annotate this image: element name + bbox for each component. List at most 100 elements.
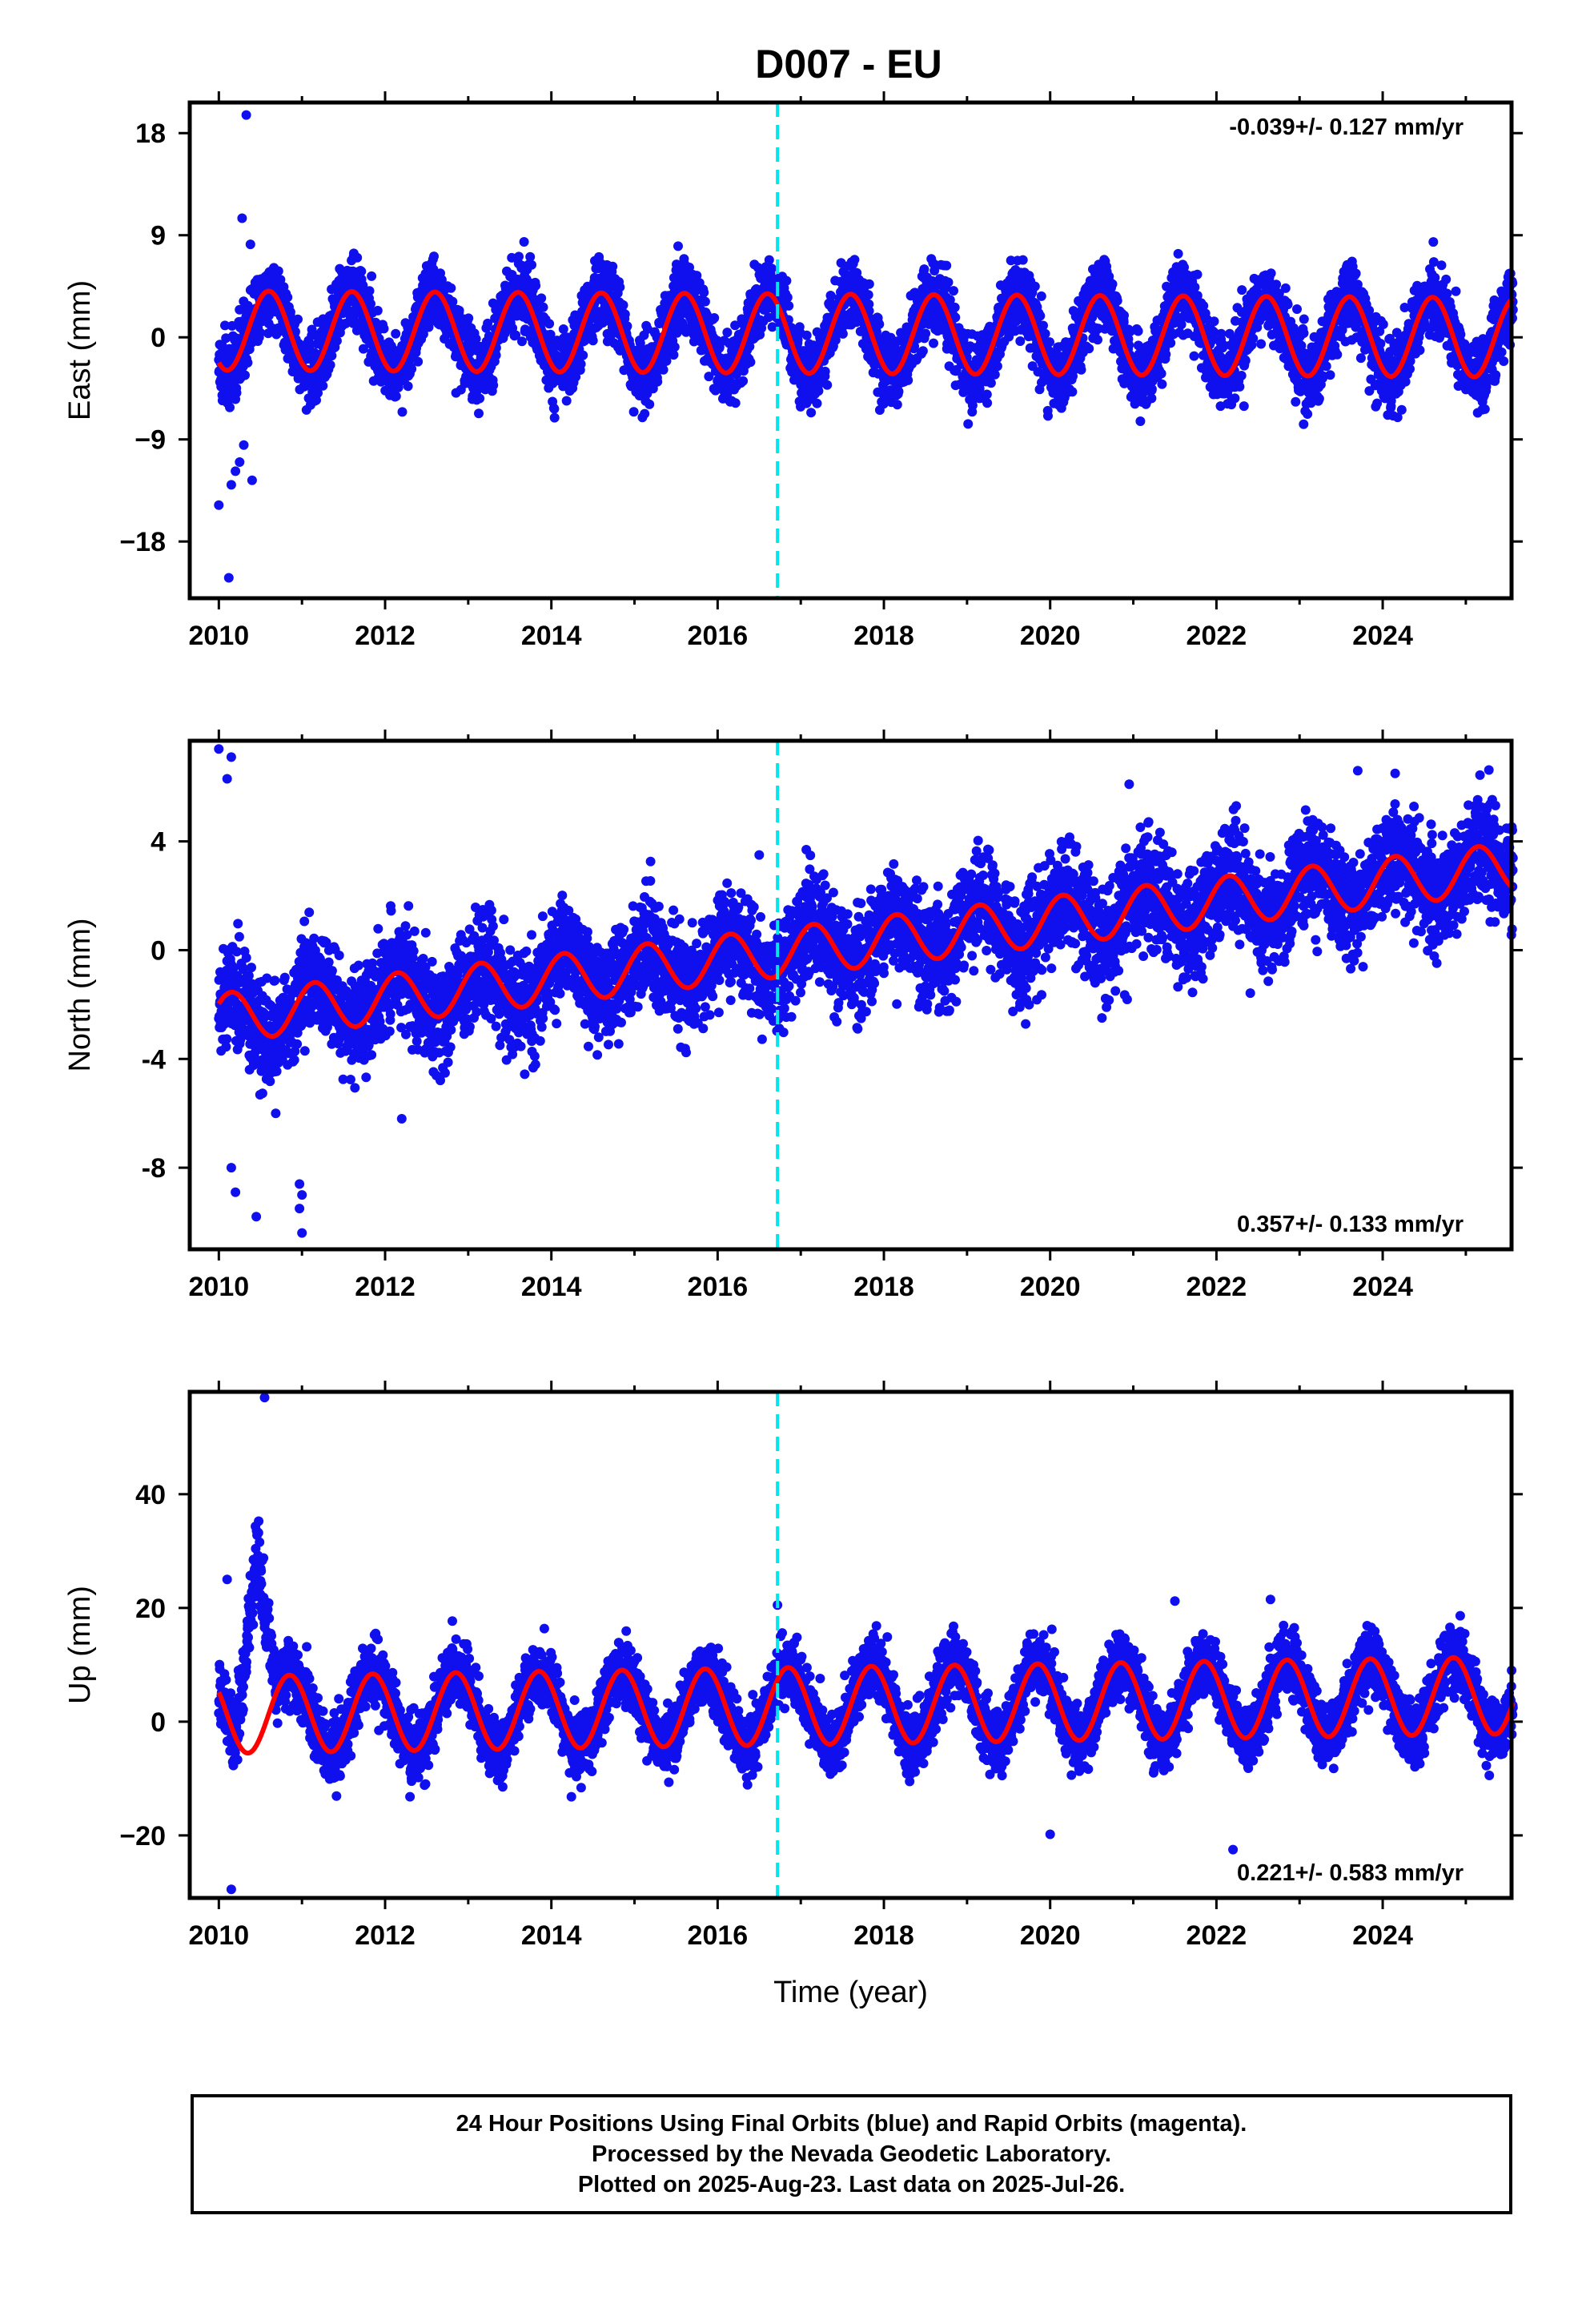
data-point xyxy=(1157,379,1167,389)
data-point xyxy=(1043,411,1053,421)
data-point xyxy=(644,399,655,409)
data-point xyxy=(429,251,439,262)
data-point xyxy=(1035,311,1046,321)
data-point xyxy=(1036,291,1046,301)
data-point xyxy=(608,261,618,271)
data-point xyxy=(391,328,401,339)
data-point xyxy=(588,336,598,346)
data-point xyxy=(950,302,960,312)
data-point xyxy=(1018,255,1028,265)
data-point xyxy=(1256,339,1267,349)
data-point xyxy=(393,382,404,392)
data-point xyxy=(942,260,952,271)
data-point xyxy=(1216,328,1227,339)
data-point xyxy=(822,380,833,390)
data-point xyxy=(1190,282,1200,292)
data-point xyxy=(699,287,709,298)
data-point xyxy=(982,398,993,408)
data-point xyxy=(1192,269,1203,279)
data-point xyxy=(921,328,931,339)
data-point xyxy=(1084,344,1094,354)
data-point xyxy=(622,321,632,332)
data-point xyxy=(943,277,954,287)
data-point xyxy=(1291,396,1301,407)
data-point xyxy=(1173,248,1183,259)
data-point xyxy=(982,389,992,400)
data-point xyxy=(992,361,1002,372)
data-point xyxy=(558,324,568,334)
data-point xyxy=(364,286,375,296)
data-point xyxy=(673,241,683,251)
data-point xyxy=(418,329,428,340)
data-point xyxy=(255,328,266,338)
data-point xyxy=(307,324,317,335)
data-point xyxy=(700,296,710,307)
data-point xyxy=(413,356,424,367)
data-point xyxy=(1015,336,1026,346)
data-point xyxy=(949,286,958,296)
data-point xyxy=(628,407,639,417)
data-point xyxy=(454,305,464,316)
data-point xyxy=(1266,268,1276,279)
data-point xyxy=(488,380,499,390)
data-point xyxy=(620,309,630,320)
data-point xyxy=(1248,333,1259,344)
data-point xyxy=(1299,419,1309,429)
data-point xyxy=(367,271,377,281)
data-point xyxy=(1133,326,1143,336)
data-point xyxy=(576,359,586,369)
data-point xyxy=(525,251,536,262)
data-point xyxy=(220,320,230,331)
data-point xyxy=(231,388,242,398)
data-point xyxy=(1325,370,1335,380)
data-point xyxy=(474,408,484,419)
data-point xyxy=(372,305,383,316)
data-point xyxy=(652,376,663,387)
data-point xyxy=(475,393,485,404)
data-point xyxy=(527,259,536,270)
figure-title: D007 - EU xyxy=(755,42,942,86)
data-point xyxy=(448,296,458,307)
data-point xyxy=(1040,328,1050,339)
data-point xyxy=(1119,310,1129,320)
data-point xyxy=(1271,279,1282,290)
data-point xyxy=(618,300,628,310)
data-point xyxy=(366,299,375,309)
data-point xyxy=(1107,279,1118,289)
data-point xyxy=(1161,349,1171,360)
data-point xyxy=(331,336,342,346)
data-point xyxy=(536,293,547,304)
data-point xyxy=(1321,361,1331,372)
data-point xyxy=(781,275,792,286)
data-point xyxy=(801,330,812,340)
data-point xyxy=(1076,364,1086,375)
data-point xyxy=(1166,338,1176,348)
data-point xyxy=(764,255,774,265)
data-point xyxy=(275,275,286,285)
data-point xyxy=(1240,356,1251,366)
data-point xyxy=(917,346,928,356)
data-point xyxy=(990,369,1000,380)
data-point xyxy=(1093,335,1102,345)
data-point xyxy=(658,364,669,375)
data-point xyxy=(903,375,913,385)
panels: 2010 2012 2014 2016 2018 2020 2022 2024−18−9091… xyxy=(63,91,1523,2009)
data-point xyxy=(709,313,720,323)
data-point xyxy=(283,292,293,303)
data-point xyxy=(391,391,401,401)
panel-east: 2010 2012 2014 2016 2018 2020 2022 2024−18−9091… xyxy=(63,91,1523,651)
data-point xyxy=(352,252,363,263)
data-point xyxy=(722,328,733,338)
data-point xyxy=(784,300,794,311)
data-point xyxy=(1299,314,1309,324)
data-point xyxy=(285,307,295,317)
data-point xyxy=(782,292,793,303)
data-point xyxy=(1314,393,1324,404)
data-point xyxy=(669,342,680,352)
data-point xyxy=(446,283,456,293)
data-point xyxy=(745,357,756,368)
data-point xyxy=(305,340,315,350)
data-point xyxy=(738,376,749,386)
data-point xyxy=(358,344,368,354)
